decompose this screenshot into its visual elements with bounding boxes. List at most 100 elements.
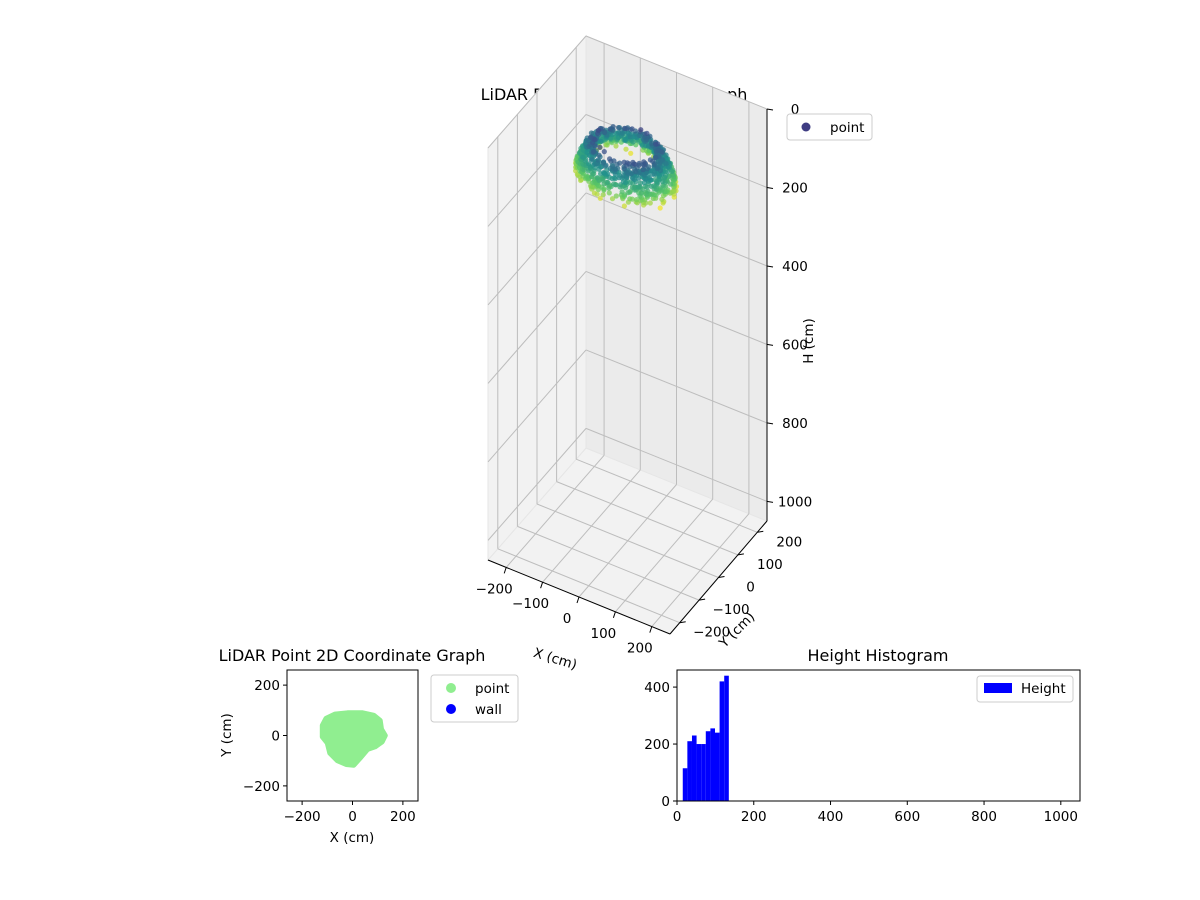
axis-3d-z-tick: [766, 343, 774, 346]
legend-histogram-frame: [976, 675, 1074, 703]
lidar-3d-point: [627, 189, 633, 195]
chart-height-histogram: Height Histogram 0 200 400 600 800 1000 0 200 40…: [644, 646, 1081, 825]
histogram-x-tick-label: 800: [971, 809, 997, 825]
lidar-3d-point: [591, 149, 597, 155]
axis-3d-z-tick-label: 600: [782, 337, 808, 353]
lidar-3d-point: [590, 184, 596, 190]
legend-3d-point-marker: [801, 122, 811, 132]
legend-3d-frame: [786, 113, 873, 141]
lidar-3d-point: [627, 180, 633, 186]
grid-3d-left-z: [487, 114, 587, 227]
grid-3d-left-z: [487, 428, 587, 541]
lidar-3d-point: [647, 157, 654, 163]
axis-3d-x-tick: [576, 596, 580, 604]
axis-3d-y-tick-label: 0: [746, 580, 755, 596]
histogram-y-tick-label: 400: [644, 680, 670, 696]
axis-3d-y-tick-label: 200: [776, 534, 802, 550]
histogram-bar: [705, 731, 711, 801]
lidar-3d-point: [621, 159, 627, 165]
lidar-3d-point: [646, 175, 652, 181]
histogram-x-tick-label: 1000: [1044, 809, 1078, 825]
axis-2d-y-tick-label: 0: [271, 729, 280, 745]
axis-3d-y-tick: [757, 530, 764, 533]
legend-3d: point: [786, 113, 873, 141]
axis-3d-z-label: H (cm): [801, 318, 817, 364]
chart-3d-scatter: LiDAR Point 3D Coordinate Graph −200−100…: [476, 34, 873, 673]
lidar-3d-point: [615, 125, 622, 131]
axis-3d-x-tick: [649, 626, 653, 633]
histogram-bar: [691, 735, 697, 801]
lidar-3d-point: [649, 141, 655, 147]
chart-2d-scatter: LiDAR Point 2D Coordinate Graph −200 0 200…: [219, 646, 519, 846]
lidar-3d-point: [640, 166, 646, 172]
lidar-3d-point: [635, 184, 642, 190]
lidar-3d-point: [592, 136, 598, 143]
grid-3d-floor-y: [576, 458, 758, 533]
lidar-3d-point: [637, 180, 644, 186]
grid-3d-left-z: [487, 349, 587, 463]
grid-3d-floor-y: [556, 481, 739, 556]
lidar-3d-point: [669, 168, 675, 174]
lidar-3d-point: [644, 166, 650, 172]
axis-3d-z-tick: [766, 265, 774, 268]
lidar-3d-point: [654, 166, 660, 172]
grid-3d-back-z: [585, 35, 768, 110]
lidar-3d-point: [653, 141, 659, 147]
histogram-x-tick-label: 600: [894, 809, 920, 825]
legend-2d-wall-label: wall: [475, 702, 502, 718]
lidar-3d-point: [613, 182, 619, 188]
lidar-3d-point: [610, 124, 616, 130]
axes-3d-grid: [487, 35, 768, 627]
lidar-3d-point: [596, 127, 602, 133]
grid-3d-floor-y: [517, 525, 700, 601]
lidar-3d-point: [638, 133, 644, 139]
lidar-3d-point: [621, 203, 628, 209]
axis-3d-z-tick: [766, 500, 774, 503]
axis-3d-z-tick: [766, 422, 774, 425]
axis-3d-z-tick: [766, 186, 774, 189]
lidar-3d-point: [597, 195, 603, 201]
lidar-3d-point: [647, 200, 653, 206]
grid-3d-left-z: [487, 35, 587, 149]
axis-3d-x-tick-label: −100: [512, 596, 549, 612]
lidar-3d-point: [580, 154, 586, 160]
axis-3d-z-tick: [766, 108, 774, 111]
lidar-3d-point: [628, 171, 634, 177]
histogram-x-tick-label: 200: [741, 809, 767, 825]
lidar-3d-point: [597, 144, 603, 150]
axis-3d-x-tick-label: 0: [563, 611, 572, 627]
lidar-3d-point: [613, 193, 619, 199]
axis-3d-x-tick-label: 100: [591, 626, 617, 642]
lidar-3d-point: [616, 175, 622, 181]
lidar-3d-point: [585, 161, 592, 167]
axes-2d-ticks: −200 0 200 −200 0 200: [243, 678, 416, 825]
axis-3d-z-tick-label: 400: [782, 259, 808, 275]
lidar-3d-point: [628, 150, 634, 156]
legend-2d-wall-marker: [446, 704, 456, 714]
legend-2d-point-label: point: [475, 681, 509, 697]
grid-3d-floor-y: [536, 503, 719, 578]
histogram-frame: [676, 669, 1081, 802]
lidar-3d-point: [651, 171, 658, 177]
lidar-3d-point: [589, 156, 595, 162]
legend-histogram-label: Height: [1021, 681, 1066, 697]
lidar-3d-point: [607, 156, 613, 162]
grid-3d-back-z: [585, 192, 768, 267]
histogram-title: Height Histogram: [808, 646, 949, 665]
axis-3d-y-tick-label: −100: [713, 602, 750, 618]
axis-3d-y-tick: [679, 621, 686, 624]
lidar-3d-point: [658, 149, 664, 155]
axis-3d-x-tick-label: −200: [476, 581, 513, 597]
grid-3d-left-z: [487, 271, 587, 384]
lidar-3d-point: [611, 158, 617, 164]
histogram-bar: [724, 675, 729, 801]
histogram-y-tick-label: 0: [661, 794, 670, 810]
histogram-bar: [710, 728, 715, 801]
axis-2d-y-tick-label: −200: [243, 779, 280, 795]
lidar-3d-point: [585, 174, 591, 180]
lidar-3d-point: [617, 160, 623, 166]
lidar-3d-point: [634, 197, 640, 203]
axis-3d-x-tick-label: 200: [627, 641, 653, 657]
lidar-3d-point: [621, 125, 628, 131]
